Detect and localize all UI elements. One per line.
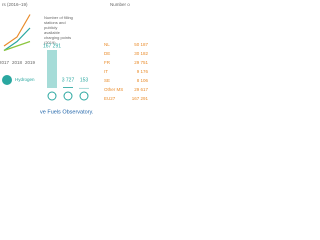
footer: ve Fuels Observatory. <box>40 109 94 115</box>
x-tick-label: 2019 <box>25 60 36 65</box>
x-tick-label: 2018 <box>12 60 23 65</box>
value-label: 167 291 <box>43 43 61 49</box>
infographic: rs (2016–19) Number of filling stations a… <box>0 2 149 115</box>
x-tick-label: 2017 <box>0 60 10 65</box>
row-label: Other MS <box>104 87 123 92</box>
line-title: rs (2016–19) <box>2 2 28 7</box>
hydrogen-icon <box>2 75 12 85</box>
row-label: NL <box>104 42 110 47</box>
value-label: 3 727 <box>62 77 75 83</box>
row-label: FR <box>104 60 111 65</box>
row-label: IT <box>104 69 108 74</box>
line <box>3 14 31 47</box>
list-title: Number o <box>110 2 130 7</box>
row-value: 50 187 <box>134 42 148 47</box>
fuel-icon <box>79 91 89 101</box>
row-label: EU27 <box>104 96 116 101</box>
row-label: DE <box>104 51 110 56</box>
row-value: 30 182 <box>134 51 148 56</box>
value-label: 153 <box>80 77 89 83</box>
row-value: 29 617 <box>134 87 148 92</box>
row-value: 167 291 <box>132 96 149 101</box>
bar <box>47 50 57 88</box>
row-value: 9 176 <box>137 69 149 74</box>
row-value: 29 751 <box>134 60 148 65</box>
line <box>3 27 31 51</box>
bar <box>63 87 73 88</box>
fuel-icon <box>47 91 57 101</box>
bar-title: Number of filling stations and publicly ava… <box>44 15 73 45</box>
row-value: 8 106 <box>137 78 149 83</box>
icon-label: Hydrogen <box>15 77 35 82</box>
row-label: SE <box>104 78 110 83</box>
line <box>3 40 31 52</box>
fuel-icon <box>63 91 73 101</box>
